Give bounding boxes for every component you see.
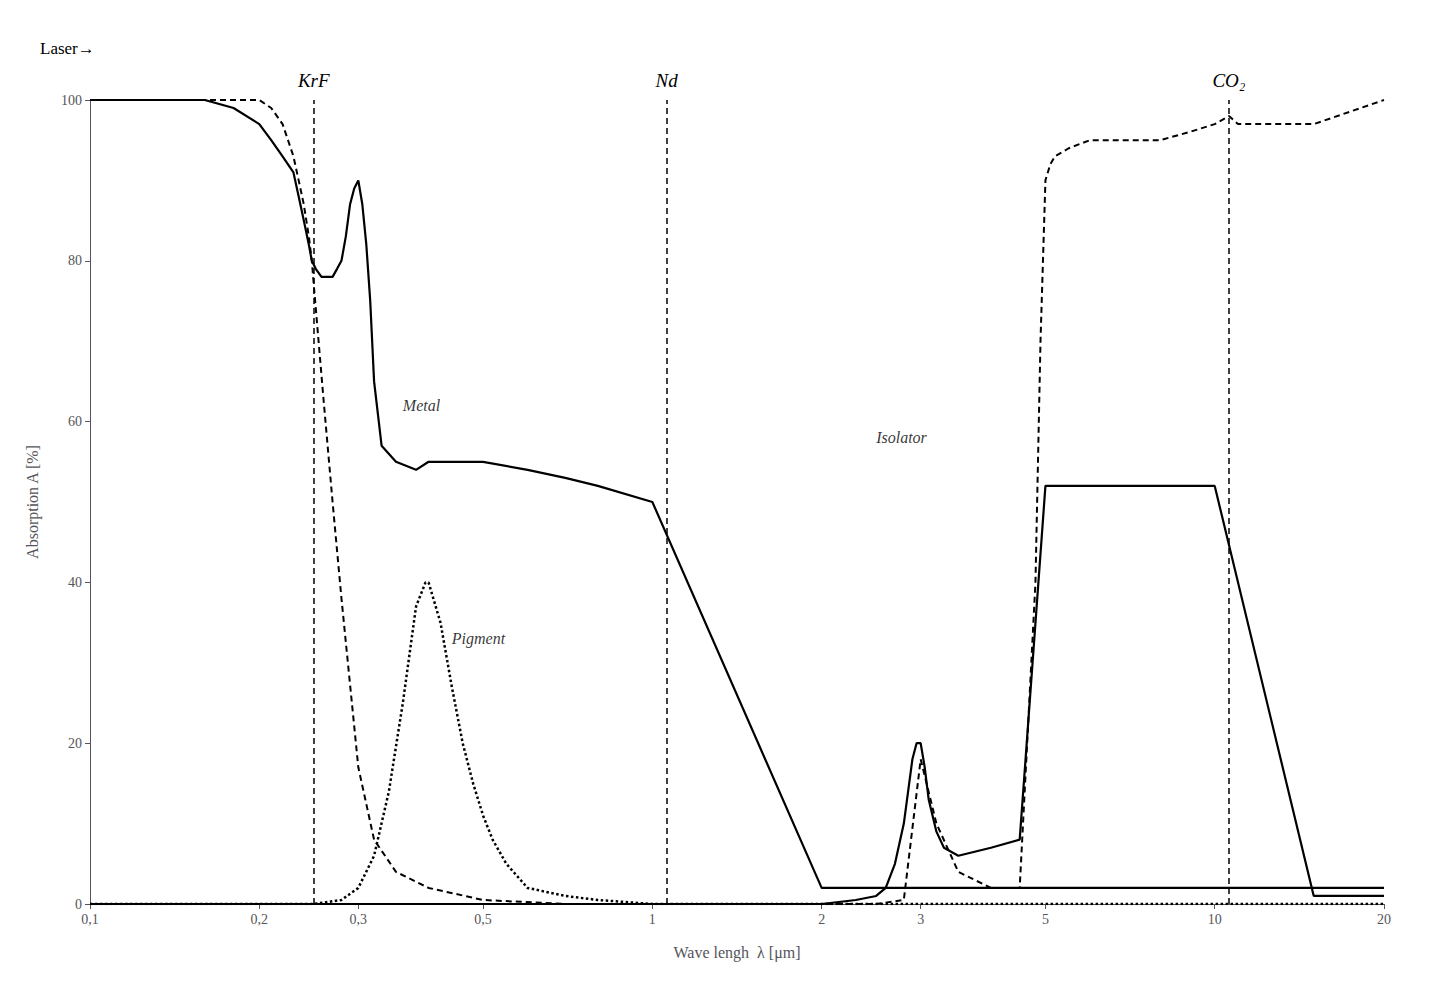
svg-text:80: 80 [68,253,82,268]
svg-text:10: 10 [1208,912,1222,927]
svg-text:Pigment: Pigment [451,630,506,648]
svg-text:100: 100 [61,93,82,108]
svg-text:Laser→: Laser→ [40,39,95,58]
svg-text:0,1: 0,1 [81,912,99,927]
svg-text:Isolator: Isolator [875,429,927,446]
svg-text:Metal: Metal [402,397,441,414]
svg-text:1: 1 [649,912,656,927]
svg-text:0,2: 0,2 [251,912,269,927]
svg-text:20: 20 [68,736,82,751]
svg-text:0: 0 [75,897,82,912]
svg-text:3: 3 [917,912,924,927]
svg-text:20: 20 [1377,912,1391,927]
svg-text:40: 40 [68,575,82,590]
svg-text:60: 60 [68,414,82,429]
svg-text:5: 5 [1042,912,1049,927]
svg-text:KrF: KrF [297,70,330,91]
svg-text:CO₂: CO₂ [1212,70,1245,91]
svg-text:Wave lengh λ [μm]: Wave lengh λ [μm] [673,944,800,962]
svg-text:0,5: 0,5 [474,912,492,927]
svg-text:Nd: Nd [654,70,678,91]
svg-text:2: 2 [818,912,825,927]
svg-text:0,3: 0,3 [350,912,368,927]
svg-text:Absorption A [%]: Absorption A [%] [24,445,42,559]
